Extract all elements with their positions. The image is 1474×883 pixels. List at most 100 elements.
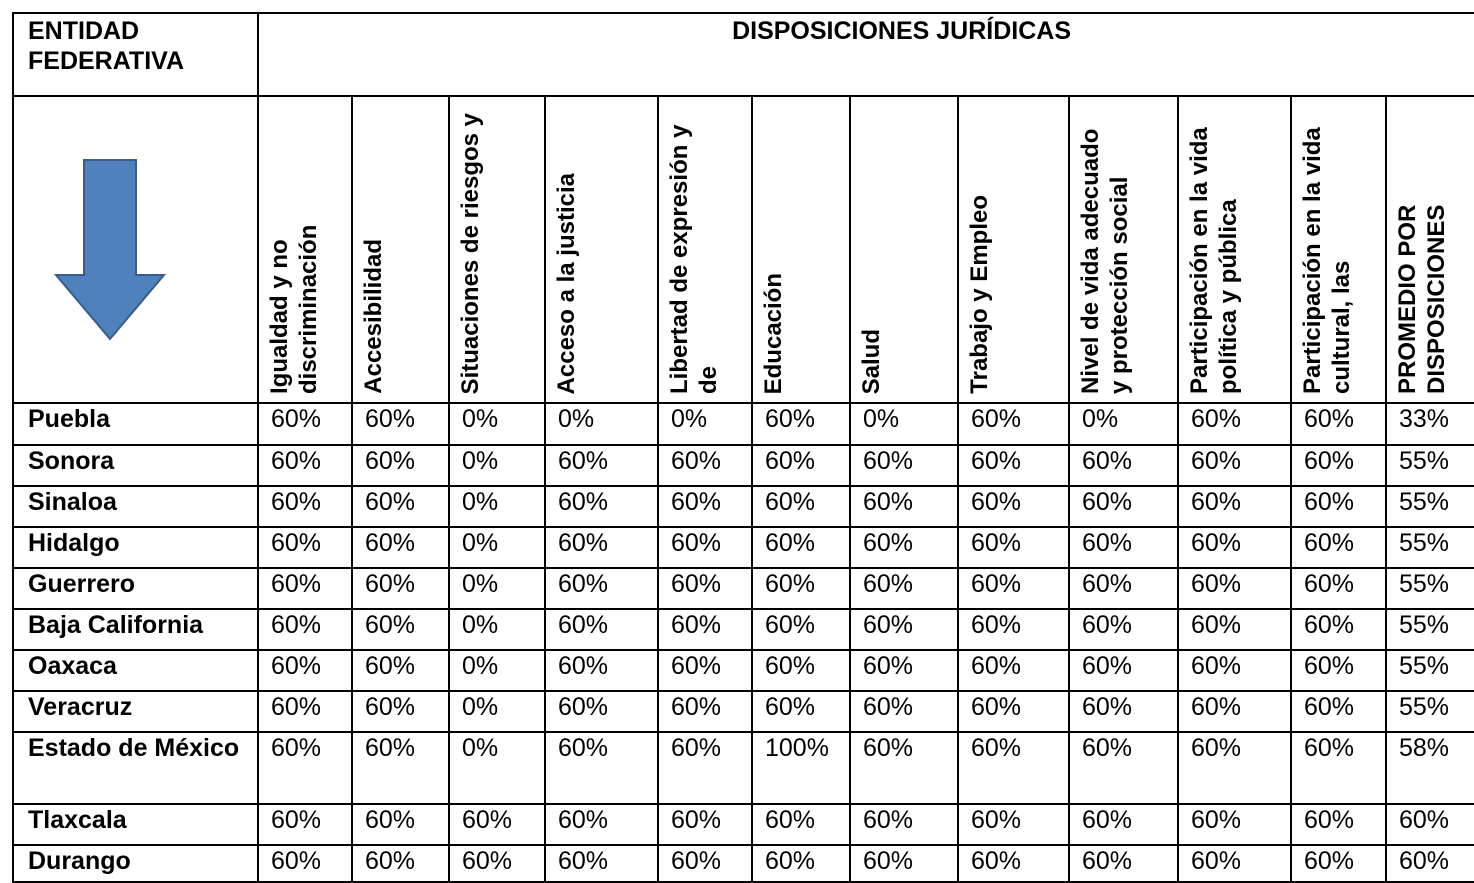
column-header: Educación — [751, 95, 851, 404]
percent-cell: 0% — [448, 485, 546, 528]
table-row: Veracruz 60% 60% 0% 60% 60% 60% 60% 60% 60% 60% 60%… — [12, 690, 1474, 733]
percent-cell: 55% — [1384, 485, 1474, 528]
percent-cell: 60% — [1068, 731, 1179, 805]
percent-cell: 60% — [657, 803, 753, 846]
percent-cell: 60% — [544, 608, 659, 651]
column-header: Accesibilidad — [351, 95, 450, 404]
percent-cell: 60% — [1068, 444, 1179, 487]
percent-cell: 0% — [448, 649, 546, 692]
percent-cell: 60% — [849, 803, 959, 846]
percent-cell: 60% — [957, 731, 1070, 805]
state-name: Estado de México — [12, 731, 259, 805]
percent-cell: 60% — [957, 444, 1070, 487]
column-header: Acceso a la justicia — [544, 95, 659, 404]
percent-cell: 60% — [957, 690, 1070, 733]
percent-cell: 60% — [1068, 567, 1179, 610]
header-row: ENTIDAD FEDERATIVA DISPOSICIONES JURÍDIC… — [12, 12, 1474, 97]
percent-cell: 60% — [351, 690, 450, 733]
table-row: Tlaxcala 60% 60% 60% 60% 60% 60% 60% 60% 60% 60% 60… — [12, 803, 1474, 846]
percent-cell: 0% — [448, 526, 546, 569]
column-header: Nivel de vida adecuado y protección soci… — [1068, 95, 1179, 404]
percent-cell: 60% — [257, 844, 353, 883]
column-header-text: Accesibilidad — [360, 239, 387, 394]
percent-cell: 60% — [1290, 803, 1387, 846]
column-header-text: Libertad de expresión y de — [666, 124, 722, 394]
percent-cell: 60% — [657, 649, 753, 692]
percent-cell: 60% — [448, 844, 546, 883]
percent-cell: 60% — [1384, 803, 1474, 846]
percent-cell: 60% — [751, 485, 851, 528]
percent-cell: 60% — [257, 567, 353, 610]
table-row: Guerrero 60% 60% 0% 60% 60% 60% 60% 60% 60% 60% 60%… — [12, 567, 1474, 610]
table-row: Oaxaca 60% 60% 0% 60% 60% 60% 60% 60% 60% 60% 60% 55… — [12, 649, 1474, 692]
percent-cell: 60% — [849, 649, 959, 692]
percent-cell: 60% — [751, 803, 851, 846]
column-header-row: Igualdad y no discriminación Accesibilida… — [12, 95, 1474, 404]
percent-cell: 60% — [1290, 567, 1387, 610]
percent-cell: 60% — [1384, 844, 1474, 883]
percent-cell: 60% — [751, 649, 851, 692]
percent-cell: 60% — [957, 567, 1070, 610]
percent-cell: 60% — [1177, 844, 1292, 883]
table-row: Durango 60% 60% 60% 60% 60% 60% 60% 60% 60% 60% 60%… — [12, 844, 1474, 883]
percent-cell: 0% — [1068, 402, 1179, 446]
percent-cell: 60% — [657, 444, 753, 487]
column-header-text: Participación en la vida cultural, las — [1299, 127, 1355, 394]
column-header-text: Educación — [760, 272, 787, 394]
percent-cell: 60% — [1068, 690, 1179, 733]
table-row: Estado de México 60% 60% 0% 60% 60% 100% 60% 60%… — [12, 731, 1474, 805]
percent-cell: 0% — [448, 608, 546, 651]
percent-cell: 60% — [544, 444, 659, 487]
group-header: DISPOSICIONES JURÍDICAS — [256, 12, 1474, 97]
table-row: Puebla 60% 60% 0% 0% 0% 60% 0% 60% 0% 60% 60% 33% — [12, 402, 1474, 446]
percent-cell: 60% — [1290, 844, 1387, 883]
percent-cell: 60% — [1290, 485, 1387, 528]
percent-cell: 60% — [657, 526, 753, 569]
percent-cell: 60% — [351, 844, 450, 883]
percent-cell: 60% — [957, 485, 1070, 528]
percent-cell: 60% — [351, 649, 450, 692]
percent-cell: 60% — [657, 844, 753, 883]
percent-cell: 60% — [544, 844, 659, 883]
percent-cell: 60% — [1177, 690, 1292, 733]
percent-cell: 60% — [1068, 485, 1179, 528]
column-header-text: Salud — [858, 328, 885, 394]
percent-cell: 60% — [351, 526, 450, 569]
column-header-text: Participación en la vida política y públ… — [1186, 127, 1242, 394]
percent-cell: 60% — [751, 444, 851, 487]
percent-cell: 60% — [751, 526, 851, 569]
column-header: Trabajo y Empleo — [957, 95, 1070, 404]
percent-cell: 60% — [1068, 844, 1179, 883]
state-name: Oaxaca — [12, 649, 259, 692]
percent-cell: 60% — [351, 485, 450, 528]
state-name: Guerrero — [12, 567, 259, 610]
percent-cell: 60% — [1177, 731, 1292, 805]
percent-cell: 60% — [957, 608, 1070, 651]
percent-cell: 60% — [849, 608, 959, 651]
percent-cell: 60% — [1290, 526, 1387, 569]
percent-cell: 60% — [1290, 731, 1387, 805]
percent-cell: 60% — [849, 526, 959, 569]
table-body: ENTIDAD FEDERATIVA DISPOSICIONES JURÍDIC… — [12, 12, 1474, 883]
percent-cell: 60% — [1290, 402, 1387, 446]
percent-cell: 60% — [957, 402, 1070, 446]
percent-cell: 60% — [1177, 803, 1292, 846]
percent-cell: 60% — [1290, 444, 1387, 487]
percent-cell: 55% — [1384, 690, 1474, 733]
percent-cell: 100% — [751, 731, 851, 805]
state-name: Durango — [12, 844, 259, 883]
table-row: Sonora 60% 60% 0% 60% 60% 60% 60% 60% 60% 60% 60% 55… — [12, 444, 1474, 487]
arrow-cell — [12, 95, 259, 404]
percent-cell: 60% — [657, 608, 753, 651]
column-header: Participación en la vida política y públ… — [1177, 95, 1292, 404]
column-header-text: Nivel de vida adecuado y protección soci… — [1077, 128, 1133, 394]
percent-cell: 60% — [657, 690, 753, 733]
percent-cell: 60% — [257, 444, 353, 487]
percent-cell: 0% — [544, 402, 659, 446]
column-header: Salud — [849, 95, 959, 404]
percent-cell: 60% — [849, 567, 959, 610]
percent-cell: 60% — [1068, 649, 1179, 692]
percent-cell: 0% — [448, 444, 546, 487]
percent-cell: 60% — [1177, 649, 1292, 692]
table-row: Sinaloa 60% 60% 0% 60% 60% 60% 60% 60% 60% 60% 60% 5… — [12, 485, 1474, 528]
